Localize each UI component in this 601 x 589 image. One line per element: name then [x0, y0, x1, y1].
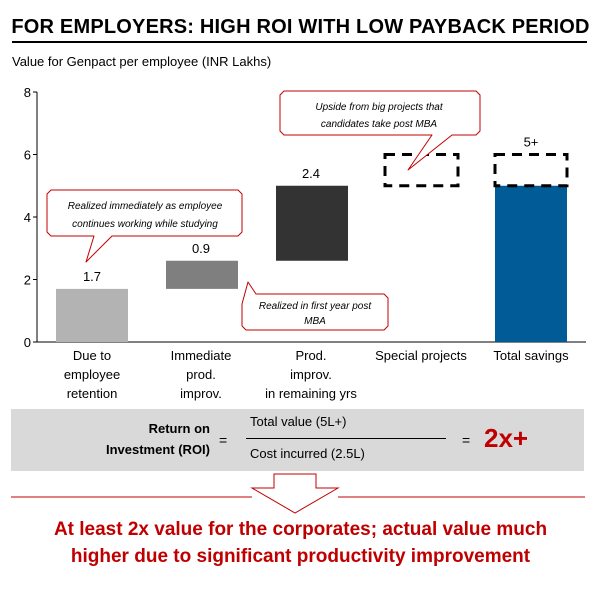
roi-denominator: Cost incurred (2.5L)	[250, 446, 365, 461]
roi-numerator: Total value (5L+)	[250, 414, 347, 429]
waterfall-chart: 0 2 4 6 8 1.7 0.9 2.4 5+ Due to employee retention I…	[24, 85, 586, 401]
y-tick-label: 8	[24, 85, 31, 100]
category-label: prod.	[186, 367, 216, 382]
dashed-bar	[493, 153, 569, 188]
title-underline	[12, 41, 587, 43]
annotation-text: continues working while studying	[72, 219, 218, 230]
category-label: Prod.	[295, 348, 326, 363]
annotation-callout	[279, 90, 481, 171]
bar-value-label: 0.9	[192, 241, 210, 256]
y-tick-label: 2	[24, 273, 31, 288]
roi-label: Return on Investment (ROI)	[70, 418, 210, 460]
annotation-text: candidates take post MBA	[321, 119, 438, 130]
bar	[56, 288, 128, 342]
annotation-callout	[241, 281, 389, 331]
annotation-text: Realized in first year post	[259, 301, 372, 312]
category-label: improv.	[180, 386, 222, 401]
roi-panel	[11, 409, 584, 471]
annotation-text: MBA	[304, 316, 326, 327]
category-label: Total savings	[493, 348, 569, 363]
bar	[166, 260, 238, 289]
category-label: Immediate	[171, 348, 232, 363]
y-tick-label: 0	[24, 335, 31, 350]
roi-label-line1: Return on	[148, 421, 210, 436]
annotation-text: Realized immediately as employee	[68, 201, 223, 212]
bar	[276, 185, 348, 261]
annotation-text: Upside from big projects that	[315, 102, 444, 113]
fraction-line	[246, 438, 446, 439]
roi-result-equals-sign: =	[462, 432, 471, 448]
category-label: retention	[67, 386, 118, 401]
chart-subtitle: Value for Genpact per employee (INR Lakh…	[12, 54, 272, 69]
annotation-callout	[46, 189, 243, 263]
roi-result: 2x+	[484, 423, 529, 453]
category-label: improv.	[290, 367, 332, 382]
bar-value-label: 1.7	[83, 269, 101, 284]
y-tick-label: 6	[24, 148, 31, 163]
roi-equals-sign: =	[219, 432, 228, 448]
roi-label-line2: Investment (ROI)	[105, 442, 210, 457]
bar-value-label: 2.4	[302, 166, 320, 181]
y-tick-label: 4	[24, 210, 31, 225]
conclusion-line1: At least 2x value for the corporates; ac…	[53, 519, 548, 540]
category-label: Special projects	[375, 348, 467, 363]
category-label: employee	[64, 367, 120, 382]
bar-value-label: 5+	[524, 135, 539, 150]
category-label: in remaining yrs	[265, 386, 357, 401]
category-label: Due to	[73, 348, 111, 363]
conclusion-line2: higher due to significant productivity i…	[70, 546, 531, 567]
conclusion-text: At least 2x value for the corporates; ac…	[0, 516, 601, 570]
bar	[495, 185, 567, 342]
page-title: FOR EMPLOYERS: HIGH ROI WITH LOW PAYBACK…	[11, 16, 590, 38]
